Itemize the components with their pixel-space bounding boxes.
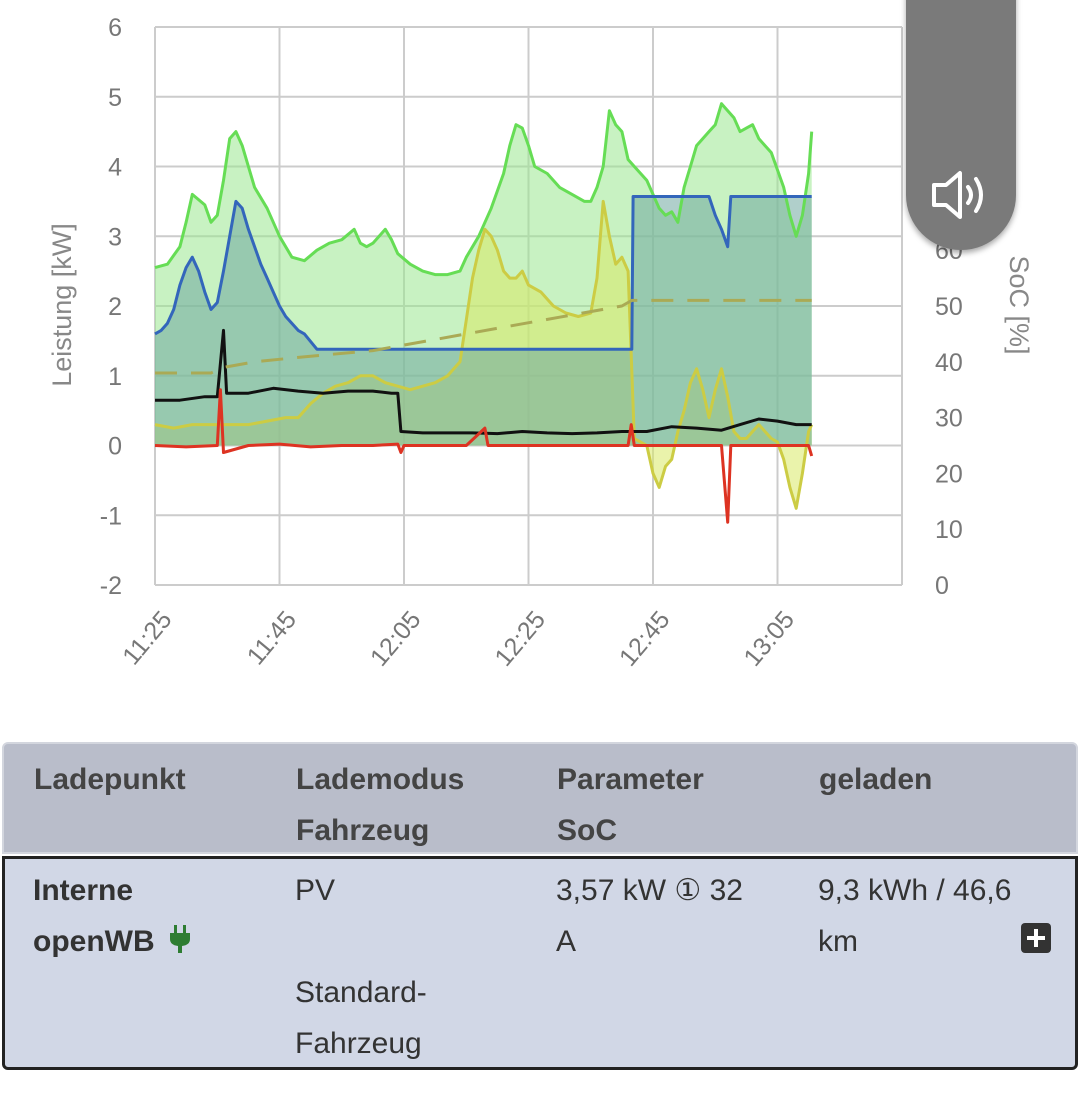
chargepoint-name-line2: openWB: [33, 925, 155, 958]
series-line-3: [155, 328, 812, 436]
table-row[interactable]: Interne openWB PV Standard- Fahrzeug 3,5…: [2, 856, 1078, 1070]
header-parameter-label: Parameter: [557, 763, 704, 796]
vehicle-name-line2: Fahrzeug: [295, 1027, 422, 1060]
speaker-volume-icon[interactable]: [928, 165, 998, 225]
header-ladepunkt-label: Ladepunkt: [34, 763, 186, 796]
x-tick-label-3: 12:25: [489, 606, 551, 672]
series-line-5: [155, 298, 812, 375]
y-tick-label-0: -2: [100, 572, 122, 600]
series-line-1: [154, 199, 814, 510]
header-geladen-label: geladen: [819, 763, 933, 796]
chart-card: -2 -1 0 1 2 3 4 5 6 0 10 20 30 40 50 60 11:25 11:45 12:0…: [47, 0, 1034, 672]
y-tick-label-2: 0: [108, 433, 122, 461]
y2-tick-label-5: 50: [935, 293, 963, 321]
plus-square-icon[interactable]: [1021, 923, 1051, 953]
x-tick-label-2: 12:05: [365, 606, 427, 672]
charged-range-unit: km: [818, 925, 858, 958]
header-ladepunkt: Ladepunkt: [34, 754, 274, 805]
x-tick-label-1: 11:45: [242, 606, 302, 671]
header-soc-label: SoC: [557, 814, 617, 847]
vehicle-name-line1: Standard-: [295, 976, 427, 1009]
y-tick-label-6: 4: [108, 154, 122, 182]
y2-tick-label-0: 0: [935, 572, 949, 600]
charge-current-unit: A: [556, 925, 577, 958]
series-line-0: [154, 102, 814, 277]
header-parameter: Parameter SoC: [557, 754, 797, 856]
x-tick-label-4: 12:45: [614, 606, 676, 672]
y2-tick-label-2: 20: [935, 460, 963, 488]
volume-overlay[interactable]: [906, 0, 1016, 250]
header-fahrzeug-label: Fahrzeug: [296, 814, 430, 847]
cell-lademodus: PV Standard- Fahrzeug: [295, 865, 427, 1069]
cell-parameter: 3,57 kW ① 32 A: [556, 865, 743, 967]
chargepoint-name-line1: Interne: [33, 874, 134, 907]
x-tick-label-5: 13:05: [738, 606, 800, 672]
y-axis-ticks: -2 -1 0 1 2 3 4 5 6: [100, 14, 122, 600]
y2-tick-label-1: 10: [935, 516, 963, 544]
series-line-2: [154, 195, 812, 351]
y-tick-label-8: 6: [108, 14, 122, 42]
table-header: Ladepunkt Lademodus Fahrzeug Parameter S…: [2, 742, 1078, 854]
header-lademodus: Lademodus Fahrzeug: [296, 754, 536, 856]
x-tick-label-0: 11:25: [117, 606, 177, 671]
y2-axis-title: SoC [%]: [1004, 255, 1034, 354]
chart-areas: [155, 103, 812, 509]
y-tick-label-5: 3: [108, 223, 122, 251]
header-lademodus-label: Lademodus: [296, 763, 465, 796]
x-axis-ticks: 11:25 11:45 12:05 12:25 12:45 13:05: [117, 606, 800, 672]
charged-energy-range: 9,3 kWh / 46,6: [818, 874, 1012, 907]
series-line-4: [154, 388, 814, 524]
cell-geladen: 9,3 kWh / 46,6 km: [818, 865, 1011, 967]
y-axis-title: Leistung [kW]: [47, 223, 77, 387]
series-area-2: [155, 196, 812, 446]
charge-power-phases-current: 3,57 kW ① 32: [556, 874, 743, 907]
y-tick-label-1: -1: [100, 502, 122, 530]
plug-icon: [169, 918, 191, 969]
chargepoint-table: Ladepunkt Lademodus Fahrzeug Parameter S…: [2, 742, 1078, 1070]
y2-tick-label-4: 40: [935, 349, 963, 377]
y-tick-label-7: 5: [108, 84, 122, 112]
chart-lines: [154, 102, 814, 524]
y2-tick-label-3: 30: [935, 405, 963, 433]
charge-mode[interactable]: PV: [295, 874, 336, 907]
y-tick-label-3: 1: [108, 363, 122, 391]
cell-ladepunkt: Interne openWB: [33, 865, 191, 969]
header-geladen: geladen: [819, 754, 1059, 805]
y-tick-label-4: 2: [108, 293, 122, 321]
